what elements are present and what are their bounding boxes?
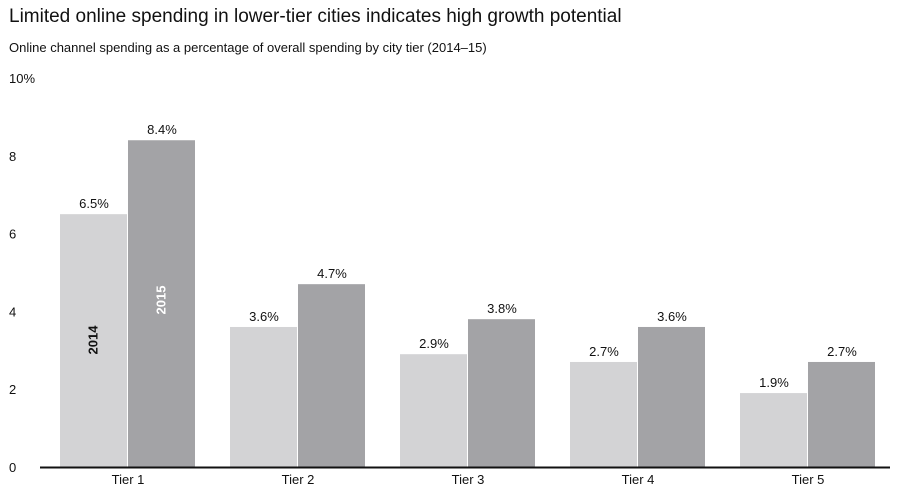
series-label: 2015	[153, 286, 168, 315]
category-label: Tier 5	[792, 472, 825, 487]
data-label: 4.7%	[317, 266, 347, 281]
y-tick-label: 8	[9, 149, 16, 164]
chart-subtitle: Online channel spending as a percentage …	[9, 40, 487, 55]
bar	[128, 140, 195, 468]
y-tick-label: 10%	[9, 71, 35, 86]
category-label: Tier 3	[452, 472, 485, 487]
bar	[638, 326, 705, 467]
data-label: 3.6%	[657, 309, 687, 324]
data-label: 2.7%	[589, 344, 619, 359]
data-label: 8.4%	[147, 122, 177, 137]
category-label: Tier 4	[622, 472, 655, 487]
bar	[230, 326, 297, 467]
data-label: 3.8%	[487, 301, 517, 316]
y-tick-label: 0	[9, 460, 16, 475]
data-label: 1.9%	[759, 375, 789, 390]
bar	[298, 284, 365, 467]
bar	[740, 393, 807, 467]
data-label: 3.6%	[249, 309, 279, 324]
chart-title: Limited online spending in lower-tier ci…	[9, 6, 622, 27]
y-tick-label: 4	[9, 304, 16, 319]
bar	[808, 361, 875, 467]
series-label: 2014	[85, 325, 100, 355]
bar	[400, 354, 467, 467]
data-label: 2.7%	[827, 344, 857, 359]
bar	[60, 214, 127, 467]
data-label: 6.5%	[79, 196, 109, 211]
y-tick-label: 2	[9, 382, 16, 397]
data-label: 2.9%	[419, 336, 449, 351]
bar	[570, 361, 637, 467]
y-tick-label: 6	[9, 227, 16, 242]
bar	[468, 319, 535, 467]
category-label: Tier 2	[282, 472, 315, 487]
category-label: Tier 1	[112, 472, 145, 487]
